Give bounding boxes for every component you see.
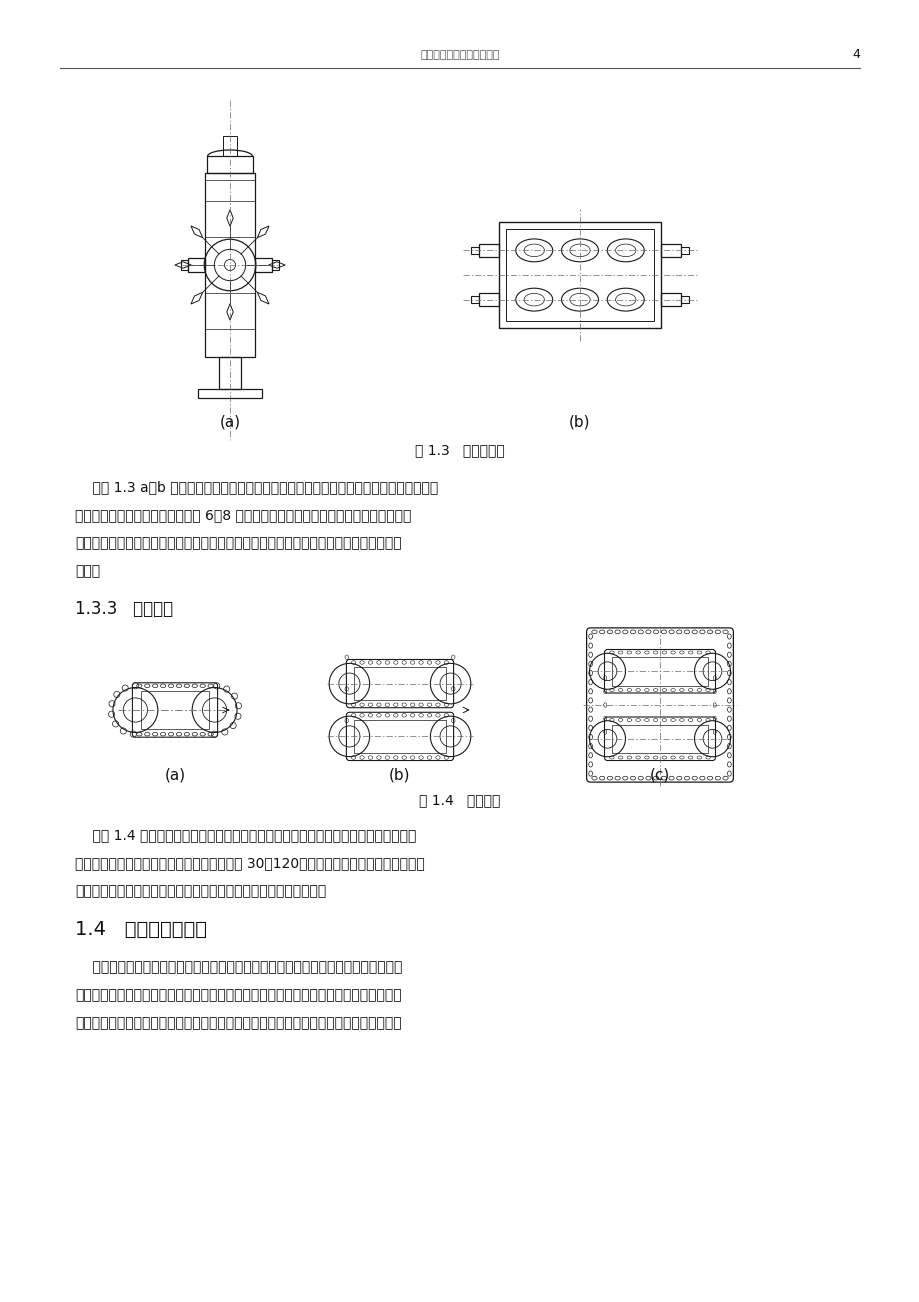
Text: 1.3.3   链式刀库: 1.3.3 链式刀库: [75, 600, 173, 618]
Bar: [471, 296, 479, 303]
Text: 刀装置。刀库换刀，按照换刀过程有无机械手参与，分成有机械手换刀和无机械手换刀两: 刀装置。刀库换刀，按照换刀过程有无机械手参与，分成有机械手换刀和无机械手换刀两: [75, 988, 402, 1003]
Bar: [141, 691, 210, 729]
Bar: [354, 720, 446, 753]
Text: 求高。: 求高。: [75, 564, 100, 578]
Bar: [505, 229, 653, 320]
Text: 图 1.3   转塔式刀库: 图 1.3 转塔式刀库: [414, 443, 505, 457]
Bar: [219, 357, 241, 389]
Text: 中心和钻削中心。在钻削中心储刀位置即主轴，其外部结构紧凑但内部构造复杂，精度要: 中心和钻削中心。在钻削中心储刀位置即主轴，其外部结构紧凑但内部构造复杂，精度要: [75, 536, 402, 549]
Text: (b): (b): [389, 767, 410, 783]
Bar: [255, 258, 272, 272]
Text: 无换刀臂，储刀数量有限，通常为 6～8 把。一般仅用于轻便而简单的机型。常见于车削: 无换刀臂，储刀数量有限，通常为 6～8 把。一般仅用于轻便而简单的机型。常见于车…: [75, 508, 411, 522]
Bar: [479, 293, 498, 306]
Bar: [354, 667, 446, 700]
Bar: [680, 296, 688, 303]
Bar: [204, 173, 255, 357]
Text: 4: 4: [851, 48, 859, 61]
Text: 数控机床的自动换刀装置中，实现刀库与机床主轴之间传递和装卸刀具的装置称为换: 数控机床的自动换刀装置中，实现刀库与机床主轴之间传递和装卸刀具的装置称为换: [75, 960, 402, 974]
Bar: [661, 245, 680, 256]
Text: 的场合，所占的空间小。一般适用于刀具数在 30～120把。仅增加链条长度即可增加刀具: 的场合，所占的空间小。一般适用于刀具数在 30～120把。仅增加链条长度即可增加…: [75, 855, 425, 870]
Text: 如图 1.4 所示，包括单环链和多环链，链环形式可有多种变化，适用于刀库容量较大: 如图 1.4 所示，包括单环链和多环链，链环形式可有多种变化，适用于刀库容量较大: [75, 828, 416, 842]
Bar: [187, 258, 204, 272]
Text: (c): (c): [649, 767, 669, 783]
Text: 数，可以不增加圆周速度，其转动惯量不像盘式刀库增加的那样大。: 数，可以不增加圆周速度，其转动惯量不像盘式刀库增加的那样大。: [75, 884, 326, 898]
Bar: [208, 156, 252, 173]
Text: 种情况。有机械手的系统在刀库配置、与主轴的相对位置及刀具数量上都比较灵活，换刀: 种情况。有机械手的系统在刀库配置、与主轴的相对位置及刀具数量上都比较灵活，换刀: [75, 1016, 402, 1030]
Bar: [611, 658, 708, 685]
Text: (b): (b): [569, 414, 590, 430]
Text: 1.4   换刀装置的形式: 1.4 换刀装置的形式: [75, 921, 207, 939]
Bar: [222, 137, 237, 156]
Text: (a): (a): [165, 767, 186, 783]
Text: 图 1.4   链式刀库: 图 1.4 链式刀库: [419, 793, 500, 807]
Bar: [680, 247, 688, 254]
Bar: [479, 245, 498, 256]
Text: (a): (a): [220, 414, 240, 430]
Bar: [272, 260, 279, 270]
Bar: [661, 293, 680, 306]
Bar: [180, 260, 187, 270]
Bar: [471, 247, 479, 254]
Bar: [611, 724, 708, 753]
Text: 如图 1.3 a、b 所示。包括水平转塔头和垂直转塔头两种。所有刀具固定在同一转塔上，: 如图 1.3 a、b 所示。包括水平转塔头和垂直转塔头两种。所有刀具固定在同一转…: [75, 480, 437, 493]
Bar: [198, 389, 262, 398]
Text: 鼓轮式刀库及换刀装置设计: 鼓轮式刀库及换刀装置设计: [420, 49, 499, 60]
Bar: [498, 223, 661, 328]
